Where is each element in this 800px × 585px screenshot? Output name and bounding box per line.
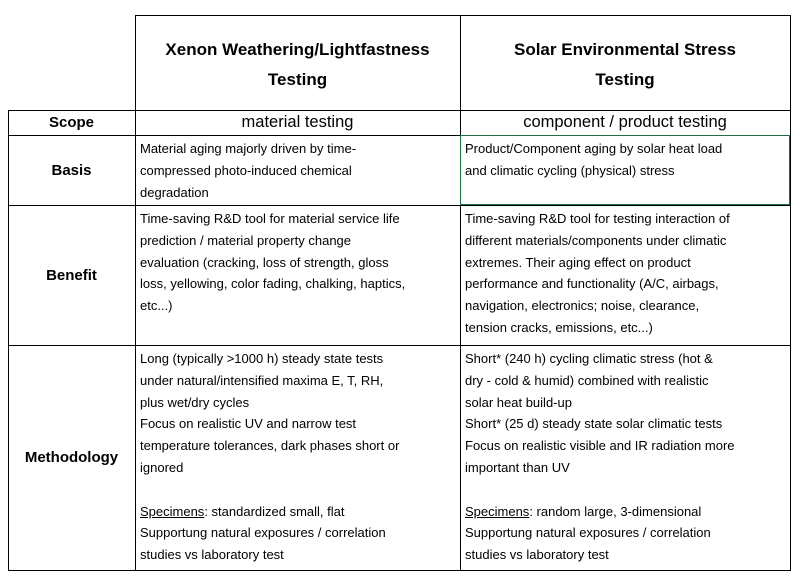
table-cell: component / product testing	[460, 110, 790, 135]
cell-line: Short* (240 h) cycling climatic stress (…	[465, 351, 713, 366]
spacer	[140, 479, 460, 501]
row-rule	[8, 570, 791, 571]
table-cell: Time-saving R&D tool for material servic…	[135, 205, 460, 345]
cell-line: degradation	[140, 184, 209, 200]
cell-line: different materials/components under cli…	[465, 232, 727, 248]
cell-line: Short* (25 d) steady state solar climati…	[465, 416, 723, 432]
column-rule	[8, 110, 9, 571]
cell-line: prediction / material property change	[140, 232, 352, 248]
specimens-label: Specimens	[465, 503, 530, 519]
cell-line: dry - cold & humid) combined with realis…	[465, 372, 709, 388]
cell-line: and climatic cycling (physical) stress	[465, 162, 675, 178]
table-cell: Time-saving R&D tool for testing interac…	[460, 205, 790, 345]
column-rule	[790, 15, 791, 571]
row-label: Methodology	[24, 449, 119, 466]
cell-line: studies vs laboratory test	[465, 547, 609, 563]
cell-line: Long (typically >1000 h) steady state te…	[140, 351, 384, 366]
specimens-text: : random large, 3-dimensional	[529, 503, 702, 519]
row-rule	[8, 110, 791, 111]
column-rule	[460, 15, 461, 571]
spacer	[465, 479, 790, 501]
cell-line: component / product testing	[523, 113, 727, 131]
cell-line: temperature tolerances, dark phases shor…	[140, 438, 400, 454]
row-label: Benefit	[46, 266, 97, 284]
cell-line: Specimens: standardized small, flat	[140, 501, 460, 523]
column-header: Solar Environmental Stress Testing	[460, 20, 790, 110]
header-line: Solar Environmental Stress	[513, 40, 737, 59]
cell-line: under natural/intensified maxima E, T, R…	[140, 372, 384, 388]
cell-line: Focus on realistic UV and narrow test	[140, 416, 357, 432]
table-cell: Long (typically >1000 h) steady state te…	[135, 345, 460, 570]
cell-line: Product/Component aging by solar heat lo…	[465, 141, 723, 156]
table-cell: Material aging majorly driven by time-co…	[135, 135, 460, 205]
table-cell: Product/Component aging by solar heat lo…	[460, 135, 790, 205]
cell-line: tension cracks, emissions, etc...)	[465, 319, 653, 335]
cell-line: compressed photo-induced chemical	[140, 162, 352, 178]
selected-cell	[460, 135, 790, 205]
cell-line: ignored	[140, 459, 184, 475]
cell-line: Focus on realistic visible and IR radiat…	[465, 438, 735, 454]
specimens-label: Specimens	[140, 503, 205, 519]
cell-line: navigation, electronics; noise, clearanc…	[465, 298, 700, 314]
cell-line: Specimens: random large, 3-dimensional	[465, 501, 790, 523]
table-cell: material testing	[135, 110, 460, 135]
cell-line: Supportung natural exposures / correlati…	[465, 525, 711, 541]
cell-line: Supportung natural exposures / correlati…	[140, 525, 386, 541]
row-rule	[8, 135, 791, 136]
specimens-text: : standardized small, flat	[204, 503, 345, 519]
cell-line: extremes. Their aging effect on product	[465, 254, 691, 270]
row-rule	[8, 205, 791, 206]
cell-line: solar heat build-up	[465, 394, 572, 410]
column-rule	[135, 15, 136, 571]
cell-line: studies vs laboratory test	[140, 547, 284, 563]
row-label: Scope	[48, 114, 94, 131]
cell-line: performance and functionality (A/C, airb…	[465, 276, 719, 292]
header-line: Testing	[595, 70, 655, 89]
cell-line: Time-saving R&D tool for testing interac…	[465, 211, 730, 226]
cell-line: evaluation (cracking, loss of strength, …	[140, 254, 389, 270]
cell-line: loss, yellowing, color fading, chalking,…	[140, 276, 406, 292]
table-cell: Short* (240 h) cycling climatic stress (…	[460, 345, 790, 570]
cell-line: Material aging majorly driven by time-	[140, 141, 357, 156]
row-label: Basis	[51, 161, 92, 179]
column-header: Xenon Weathering/Lightfastness Testing	[135, 20, 460, 110]
header-line: Xenon Weathering/Lightfastness	[165, 40, 430, 59]
cell-line: plus wet/dry cycles	[140, 394, 250, 410]
cell-line: material testing	[241, 113, 354, 131]
row-rule	[135, 15, 791, 16]
row-rule	[8, 345, 791, 346]
header-line: Testing	[267, 70, 328, 89]
cell-line: important than UV	[465, 459, 570, 475]
cell-line: etc...)	[140, 298, 173, 314]
cell-line: Time-saving R&D tool for material servic…	[140, 211, 400, 226]
